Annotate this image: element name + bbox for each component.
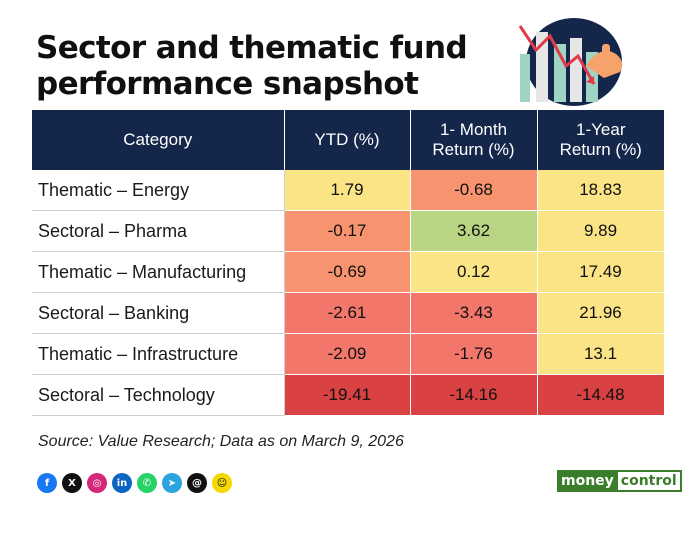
category-cell: Thematic – Manufacturing: [32, 251, 285, 293]
title-line-1: Sector and thematic fund: [36, 30, 468, 66]
threads-icon[interactable]: @: [187, 473, 207, 493]
table-row: Thematic – Energy 1.79 -0.68 18.83: [32, 170, 665, 211]
page-title: Sector and thematic fund performance sna…: [36, 30, 468, 102]
telegram-icon[interactable]: ➤: [162, 473, 182, 493]
fund-performance-table: Category YTD (%) 1- Month Return (%) 1-Ye…: [32, 110, 665, 416]
year-value-cell: -14.48: [537, 374, 665, 416]
facebook-icon[interactable]: f: [37, 473, 57, 493]
source-note: Source: Value Research; Data as on March…: [38, 433, 404, 450]
category-cell: Sectoral – Banking: [32, 292, 285, 334]
title-line-2: performance snapshot: [36, 66, 419, 102]
month-value-cell: 3.62: [410, 210, 538, 252]
ytd-value-cell: 1.79: [284, 170, 411, 211]
category-cell: Thematic – Infrastructure: [32, 333, 285, 375]
whatsapp-icon[interactable]: ✆: [137, 473, 157, 493]
year-value-cell: 9.89: [537, 210, 665, 252]
ytd-value-cell: -2.09: [284, 333, 411, 375]
social-icons: f X ◎ in ✆ ➤ @ ☺: [37, 473, 232, 493]
snapchat-icon[interactable]: ☺: [212, 473, 232, 493]
month-value-cell: -14.16: [410, 374, 538, 416]
ytd-value-cell: -2.61: [284, 292, 411, 334]
category-cell: Thematic – Energy: [32, 170, 285, 211]
year-value-cell: 13.1: [537, 333, 665, 375]
header-ytd: YTD (%): [284, 110, 411, 170]
ytd-value-cell: -0.17: [284, 210, 411, 252]
header-category: Category: [32, 110, 285, 170]
table-header-row: Category YTD (%) 1- Month Return (%) 1-Ye…: [32, 110, 664, 170]
ytd-value-cell: -0.69: [284, 251, 411, 293]
ytd-value-cell: -19.41: [284, 374, 411, 416]
year-value-cell: 18.83: [537, 170, 665, 211]
category-cell: Sectoral – Technology: [32, 374, 285, 416]
header-1-month-return: 1- Month Return (%): [410, 110, 538, 170]
table-row: Thematic – Infrastructure -2.09 -1.76 13.1: [32, 333, 665, 375]
header-1-year-return: 1-Year Return (%): [537, 110, 664, 170]
declining-chart-illustration-icon: [518, 18, 623, 106]
year-value-cell: 21.96: [537, 292, 665, 334]
category-cell: Sectoral – Pharma: [32, 210, 285, 252]
table-row: Sectoral – Technology -19.41 -14.16 -14.48: [32, 374, 665, 416]
month-value-cell: -1.76: [410, 333, 538, 375]
table-row: Sectoral – Banking -2.61 -3.43 21.96: [32, 292, 665, 334]
month-value-cell: -3.43: [410, 292, 538, 334]
linkedin-icon[interactable]: in: [112, 473, 132, 493]
table-row: Sectoral – Pharma -0.17 3.62 9.89: [32, 210, 665, 252]
moneycontrol-logo: money control: [557, 470, 682, 492]
instagram-icon[interactable]: ◎: [87, 473, 107, 493]
year-value-cell: 17.49: [537, 251, 665, 293]
month-value-cell: 0.12: [410, 251, 538, 293]
month-value-cell: -0.68: [410, 170, 538, 211]
x-icon[interactable]: X: [62, 473, 82, 493]
table-row: Thematic – Manufacturing -0.69 0.12 17.49: [32, 251, 665, 293]
